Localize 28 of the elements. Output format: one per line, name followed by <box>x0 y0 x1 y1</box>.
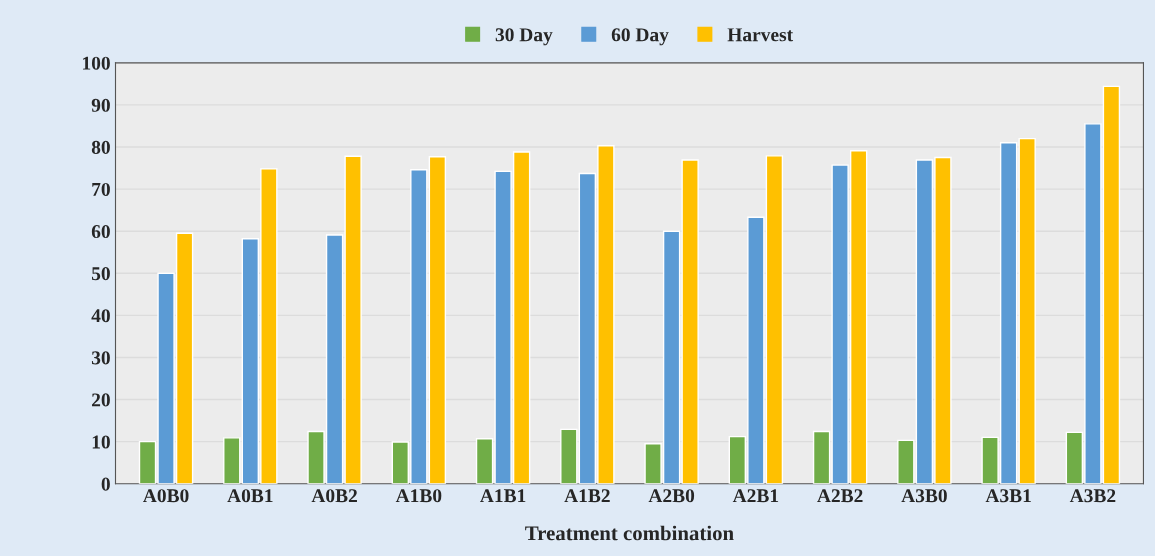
x-tick-label: A3B2 <box>1069 489 1116 503</box>
y-tick-label: 20 <box>92 393 110 407</box>
legend-label: 60 Day <box>611 28 669 46</box>
x-tick-label: A3B1 <box>985 489 1031 503</box>
y-tick-label: 100 <box>83 56 110 70</box>
x-tick-label: A0B2 <box>311 489 357 503</box>
legend-label: 30 Day <box>495 28 553 46</box>
legend-label: Harvest <box>727 28 794 42</box>
y-tick-label: 40 <box>91 309 110 323</box>
x-tick-label: A0B0 <box>143 489 189 503</box>
x-tick-label: A1B2 <box>564 489 610 503</box>
x-tick-label: A2B2 <box>817 489 863 503</box>
y-tick-label: 70 <box>92 182 110 197</box>
y-tick-label: 0 <box>101 477 110 491</box>
x-tick-label: A2B1 <box>732 489 779 503</box>
x-tick-label: A0B1 <box>227 489 273 503</box>
x-tick-label: A1B1 <box>480 489 526 503</box>
x-tick-label: A2B0 <box>648 489 695 503</box>
y-tick-label: 10 <box>92 435 110 449</box>
y-tick-label: 30 <box>91 351 110 365</box>
x-axis-title: Treatment combination <box>525 525 734 541</box>
y-tick-label: 80 <box>91 140 110 154</box>
y-tick-label: 50 <box>91 267 110 281</box>
y-tick-label: 90 <box>91 98 110 112</box>
x-tick-label: A3B0 <box>901 489 947 503</box>
bar <box>223 437 241 484</box>
y-tick-label: 60 <box>91 225 110 239</box>
x-tick-label: A1B0 <box>395 489 442 503</box>
